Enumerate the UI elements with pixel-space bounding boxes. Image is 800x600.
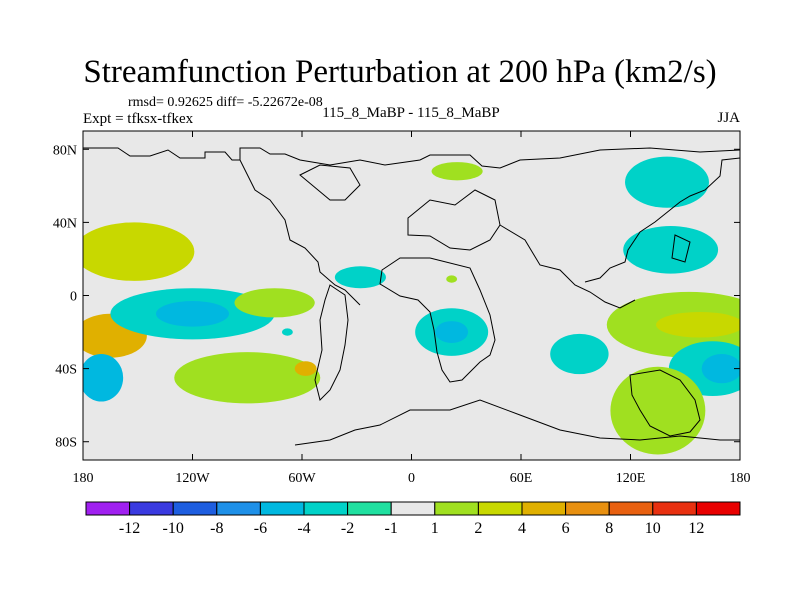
x-tick-label-2: 60W <box>288 471 316 486</box>
colorbar: -12 -10 -8 -6 -4 -2 -1 1 2 4 6 8 10 12 <box>85 501 741 537</box>
anomaly-20 <box>701 353 740 384</box>
coastline-antarctica <box>294 399 740 446</box>
colorbar-box-3 <box>216 501 261 516</box>
anomaly-13 <box>446 275 458 283</box>
anomaly-5 <box>174 352 321 404</box>
comparison-label: 115_8_MaBP - 115_8_MaBP <box>322 105 500 121</box>
colorbar-label-5: -2 <box>341 520 354 537</box>
colorbar-label-13: 12 <box>688 520 704 537</box>
stats-label: rmsd= 0.92625 diff= -5.22672e-08 <box>128 95 323 110</box>
colorbar-label-3: -6 <box>254 520 267 537</box>
anomaly-15 <box>625 156 709 208</box>
x-axis: 180 120W 60W 0 60E 120E 180 <box>73 131 751 486</box>
coastline-africa <box>379 257 496 383</box>
colorbar-label-6: -1 <box>385 520 398 537</box>
x-tick-label-5: 120E <box>616 471 646 486</box>
y-axis: 80N 40N 0 40S 80S <box>53 143 740 451</box>
anomaly-8 <box>334 266 386 289</box>
coastline-australia <box>629 369 701 437</box>
colorbar-box-7 <box>390 501 436 516</box>
y-tick-label-1: 40N <box>53 216 77 231</box>
colorbar-label-0: -12 <box>119 520 140 537</box>
colorbar-box-4 <box>259 501 305 516</box>
colorbar-box-11 <box>565 501 610 516</box>
coastline-europe <box>407 189 501 251</box>
y-tick-label-0: 80N <box>53 143 77 158</box>
anomaly-9 <box>281 328 293 336</box>
x-tick-label-6: 180 <box>730 471 751 486</box>
coastlines <box>83 147 740 446</box>
colorbar-box-2 <box>172 501 218 516</box>
colorbar-box-14 <box>695 501 741 516</box>
colorbar-label-8: 2 <box>474 520 482 537</box>
colorbar-label-10: 6 <box>562 520 570 537</box>
anomaly-0 <box>83 222 195 281</box>
colorbar-label-11: 8 <box>605 520 613 537</box>
colorbar-label-9: 4 <box>518 520 526 537</box>
x-tick-label-4: 60E <box>510 471 533 486</box>
coastline-north-america <box>239 159 361 306</box>
chart-title: Streamfunction Perturbation at 200 hPa (… <box>83 54 717 90</box>
anomaly-21 <box>610 366 706 455</box>
anomaly-4 <box>83 353 124 402</box>
anomaly-6 <box>294 361 317 376</box>
anomaly-18 <box>656 311 740 338</box>
colorbar-box-10 <box>521 501 567 516</box>
coastline-eurasia-north <box>83 147 740 169</box>
colorbar-label-12: 10 <box>645 520 661 537</box>
coastline-south-america <box>314 284 349 401</box>
coastline-eurasia-east <box>584 157 740 283</box>
colorbar-box-12 <box>608 501 654 516</box>
colorbar-box-13 <box>652 501 697 516</box>
colorbar-box-9 <box>477 501 523 516</box>
y-tick-label-2: 0 <box>70 290 77 305</box>
experiment-label: Expt = tfksx-tfkex <box>83 111 194 127</box>
colorbar-label-4: -4 <box>297 520 310 537</box>
y-tick-label-3: 40S <box>55 363 77 378</box>
anomaly-3 <box>156 300 229 327</box>
colorbar-box-6 <box>347 501 392 516</box>
anomaly-16 <box>623 226 719 274</box>
colorbar-label-2: -8 <box>210 520 223 537</box>
coastline-japan <box>671 234 691 263</box>
y-tick-label-4: 80S <box>55 436 77 451</box>
colorbar-box-0 <box>85 501 131 516</box>
colorbar-label-1: -10 <box>163 520 184 537</box>
anomaly-11 <box>435 321 469 344</box>
anomaly-7 <box>234 288 315 318</box>
colorbar-box-8 <box>434 501 479 516</box>
colorbar-label-7: 1 <box>431 520 439 537</box>
x-tick-label-1: 120W <box>175 471 210 486</box>
season-label: JJA <box>717 110 740 126</box>
anomaly-12 <box>431 162 483 181</box>
anomaly-14 <box>550 333 609 375</box>
colorbar-box-5 <box>303 501 349 516</box>
x-tick-label-0: 180 <box>73 471 94 486</box>
anomaly-layer <box>83 156 740 455</box>
colorbar-box-1 <box>129 501 174 516</box>
coastline-asia-south <box>499 224 636 309</box>
x-tick-label-3: 0 <box>408 471 415 486</box>
coastline-greenland <box>299 164 361 201</box>
